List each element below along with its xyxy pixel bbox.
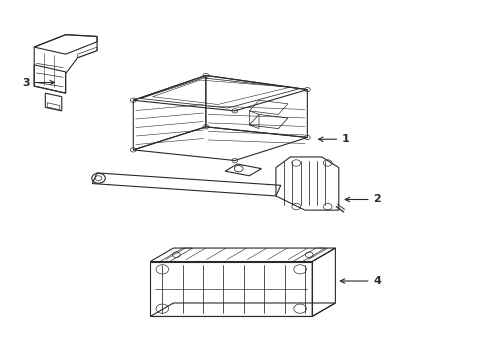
Text: 4: 4	[340, 276, 381, 286]
Text: 2: 2	[345, 194, 381, 204]
Text: 3: 3	[22, 77, 54, 87]
Text: 1: 1	[318, 134, 349, 144]
